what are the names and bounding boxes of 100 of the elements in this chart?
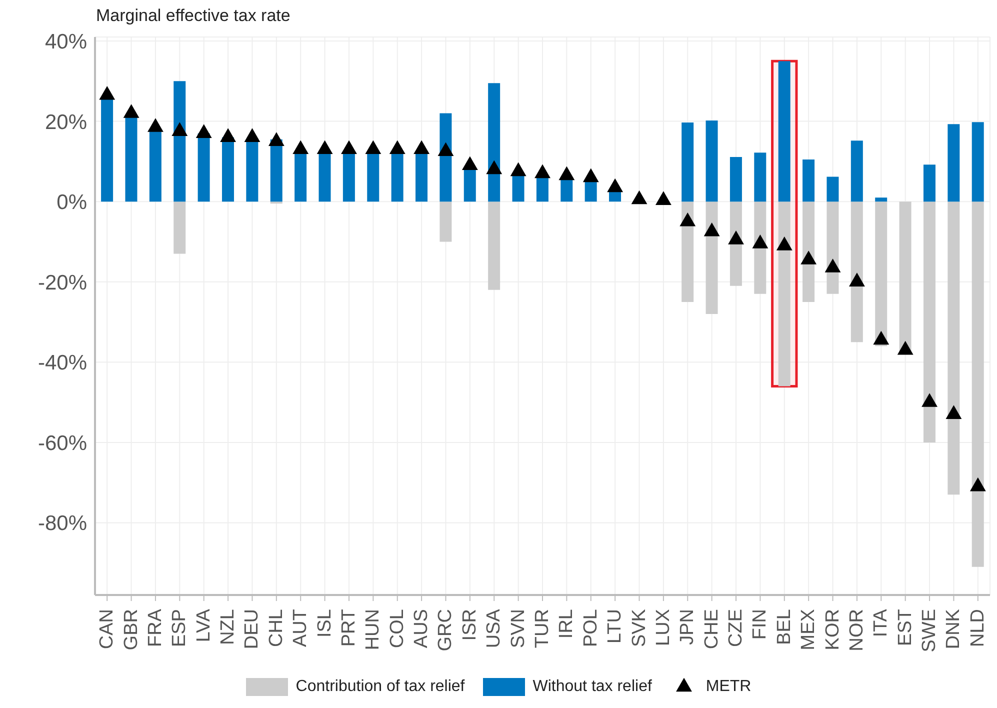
point bbox=[438, 142, 454, 156]
x-tick-label: DEU bbox=[242, 609, 263, 650]
point bbox=[824, 258, 841, 272]
x-tick-label: COL bbox=[386, 609, 408, 648]
bar bbox=[440, 202, 452, 242]
bar bbox=[174, 81, 186, 202]
x-tick-label: BEL bbox=[774, 609, 795, 645]
y-tick-label: 0% bbox=[56, 191, 87, 214]
point bbox=[922, 393, 938, 407]
point bbox=[462, 156, 478, 170]
bar bbox=[270, 139, 282, 202]
bar bbox=[536, 176, 548, 202]
x-tick-label: MEX bbox=[798, 608, 820, 650]
bar bbox=[682, 202, 694, 302]
point bbox=[196, 124, 212, 138]
point bbox=[389, 140, 406, 154]
bar bbox=[802, 202, 815, 302]
point bbox=[848, 272, 865, 286]
y-axis-title: Marginal effective tax rate bbox=[96, 6, 290, 26]
point bbox=[704, 222, 720, 236]
bar bbox=[778, 61, 790, 202]
point bbox=[631, 190, 648, 204]
x-tick-label: DNK bbox=[943, 608, 964, 650]
point bbox=[558, 166, 575, 180]
point bbox=[510, 162, 526, 176]
x-tick-label: NZL bbox=[218, 609, 239, 645]
point bbox=[970, 477, 986, 492]
bar bbox=[850, 140, 863, 202]
point bbox=[607, 178, 624, 192]
bar bbox=[730, 157, 742, 202]
bar bbox=[682, 122, 694, 202]
point bbox=[316, 140, 333, 154]
x-tick-label: HUN bbox=[362, 609, 384, 650]
y-tick-label: 40% bbox=[44, 30, 87, 54]
point bbox=[341, 140, 357, 154]
x-tick-label: CZE bbox=[726, 609, 747, 647]
x-tick-label: TUR bbox=[532, 609, 553, 648]
bar bbox=[560, 179, 573, 202]
x-tick-label: PRT bbox=[338, 608, 360, 647]
bar bbox=[923, 164, 936, 202]
point bbox=[365, 140, 382, 154]
bar bbox=[584, 182, 597, 202]
x-tick-label: LTU bbox=[604, 609, 626, 644]
x-tick-label: SVN bbox=[508, 609, 529, 648]
x-tick-label: CAN bbox=[96, 609, 118, 650]
point bbox=[752, 234, 768, 248]
x-tick-label: CHE bbox=[701, 609, 722, 650]
bar bbox=[609, 192, 622, 202]
x-tick-label: ISL bbox=[314, 609, 336, 638]
point bbox=[123, 104, 140, 118]
y-tick-label: -80% bbox=[38, 512, 87, 536]
point bbox=[946, 405, 962, 419]
x-tick-label: USA bbox=[484, 608, 505, 648]
legend-label: Without tax relief bbox=[532, 678, 652, 696]
point bbox=[268, 132, 284, 146]
x-tick-label: LVA bbox=[193, 608, 214, 642]
bar bbox=[923, 202, 936, 442]
x-tick-label: NLD bbox=[967, 609, 988, 648]
bar bbox=[440, 113, 452, 202]
bar bbox=[972, 122, 984, 202]
bar bbox=[972, 202, 984, 567]
bar bbox=[850, 202, 863, 342]
y-tick-label: -60% bbox=[38, 432, 87, 455]
point bbox=[220, 128, 236, 142]
point bbox=[172, 122, 188, 136]
x-tick-label: AUS bbox=[411, 609, 432, 648]
bar bbox=[198, 133, 210, 202]
x-tick-label: IRL bbox=[556, 609, 578, 639]
bar bbox=[948, 202, 960, 495]
bar bbox=[802, 159, 815, 202]
bar bbox=[730, 202, 742, 286]
point bbox=[292, 140, 309, 154]
x-tick-label: SWE bbox=[919, 609, 940, 652]
legend-label: Contribution of tax relief bbox=[296, 678, 465, 696]
x-tick-label: NOR bbox=[846, 609, 868, 652]
y-tick-label: -40% bbox=[38, 352, 87, 375]
point bbox=[680, 212, 696, 226]
point bbox=[776, 236, 792, 250]
point bbox=[148, 118, 164, 132]
point bbox=[582, 168, 599, 182]
x-tick-label: FRA bbox=[144, 608, 166, 647]
x-tick-label: LUX bbox=[652, 608, 674, 646]
point bbox=[486, 160, 502, 174]
bar bbox=[706, 202, 718, 314]
x-tick-label: AUT bbox=[290, 608, 312, 647]
point bbox=[655, 191, 672, 205]
x-tick-label: KOR bbox=[822, 609, 844, 650]
point bbox=[800, 250, 817, 264]
bar bbox=[826, 176, 839, 202]
point bbox=[244, 128, 260, 142]
x-tick-label: CHL bbox=[266, 609, 287, 648]
point bbox=[728, 230, 744, 244]
y-tick-label: 20% bbox=[44, 110, 87, 134]
y-tick-label: -20% bbox=[38, 271, 87, 294]
x-tick-label: EST bbox=[894, 608, 916, 646]
bar bbox=[754, 202, 766, 294]
bar bbox=[778, 202, 790, 386]
point bbox=[414, 140, 430, 154]
x-tick-label: GBR bbox=[120, 609, 142, 650]
bar bbox=[826, 202, 839, 294]
